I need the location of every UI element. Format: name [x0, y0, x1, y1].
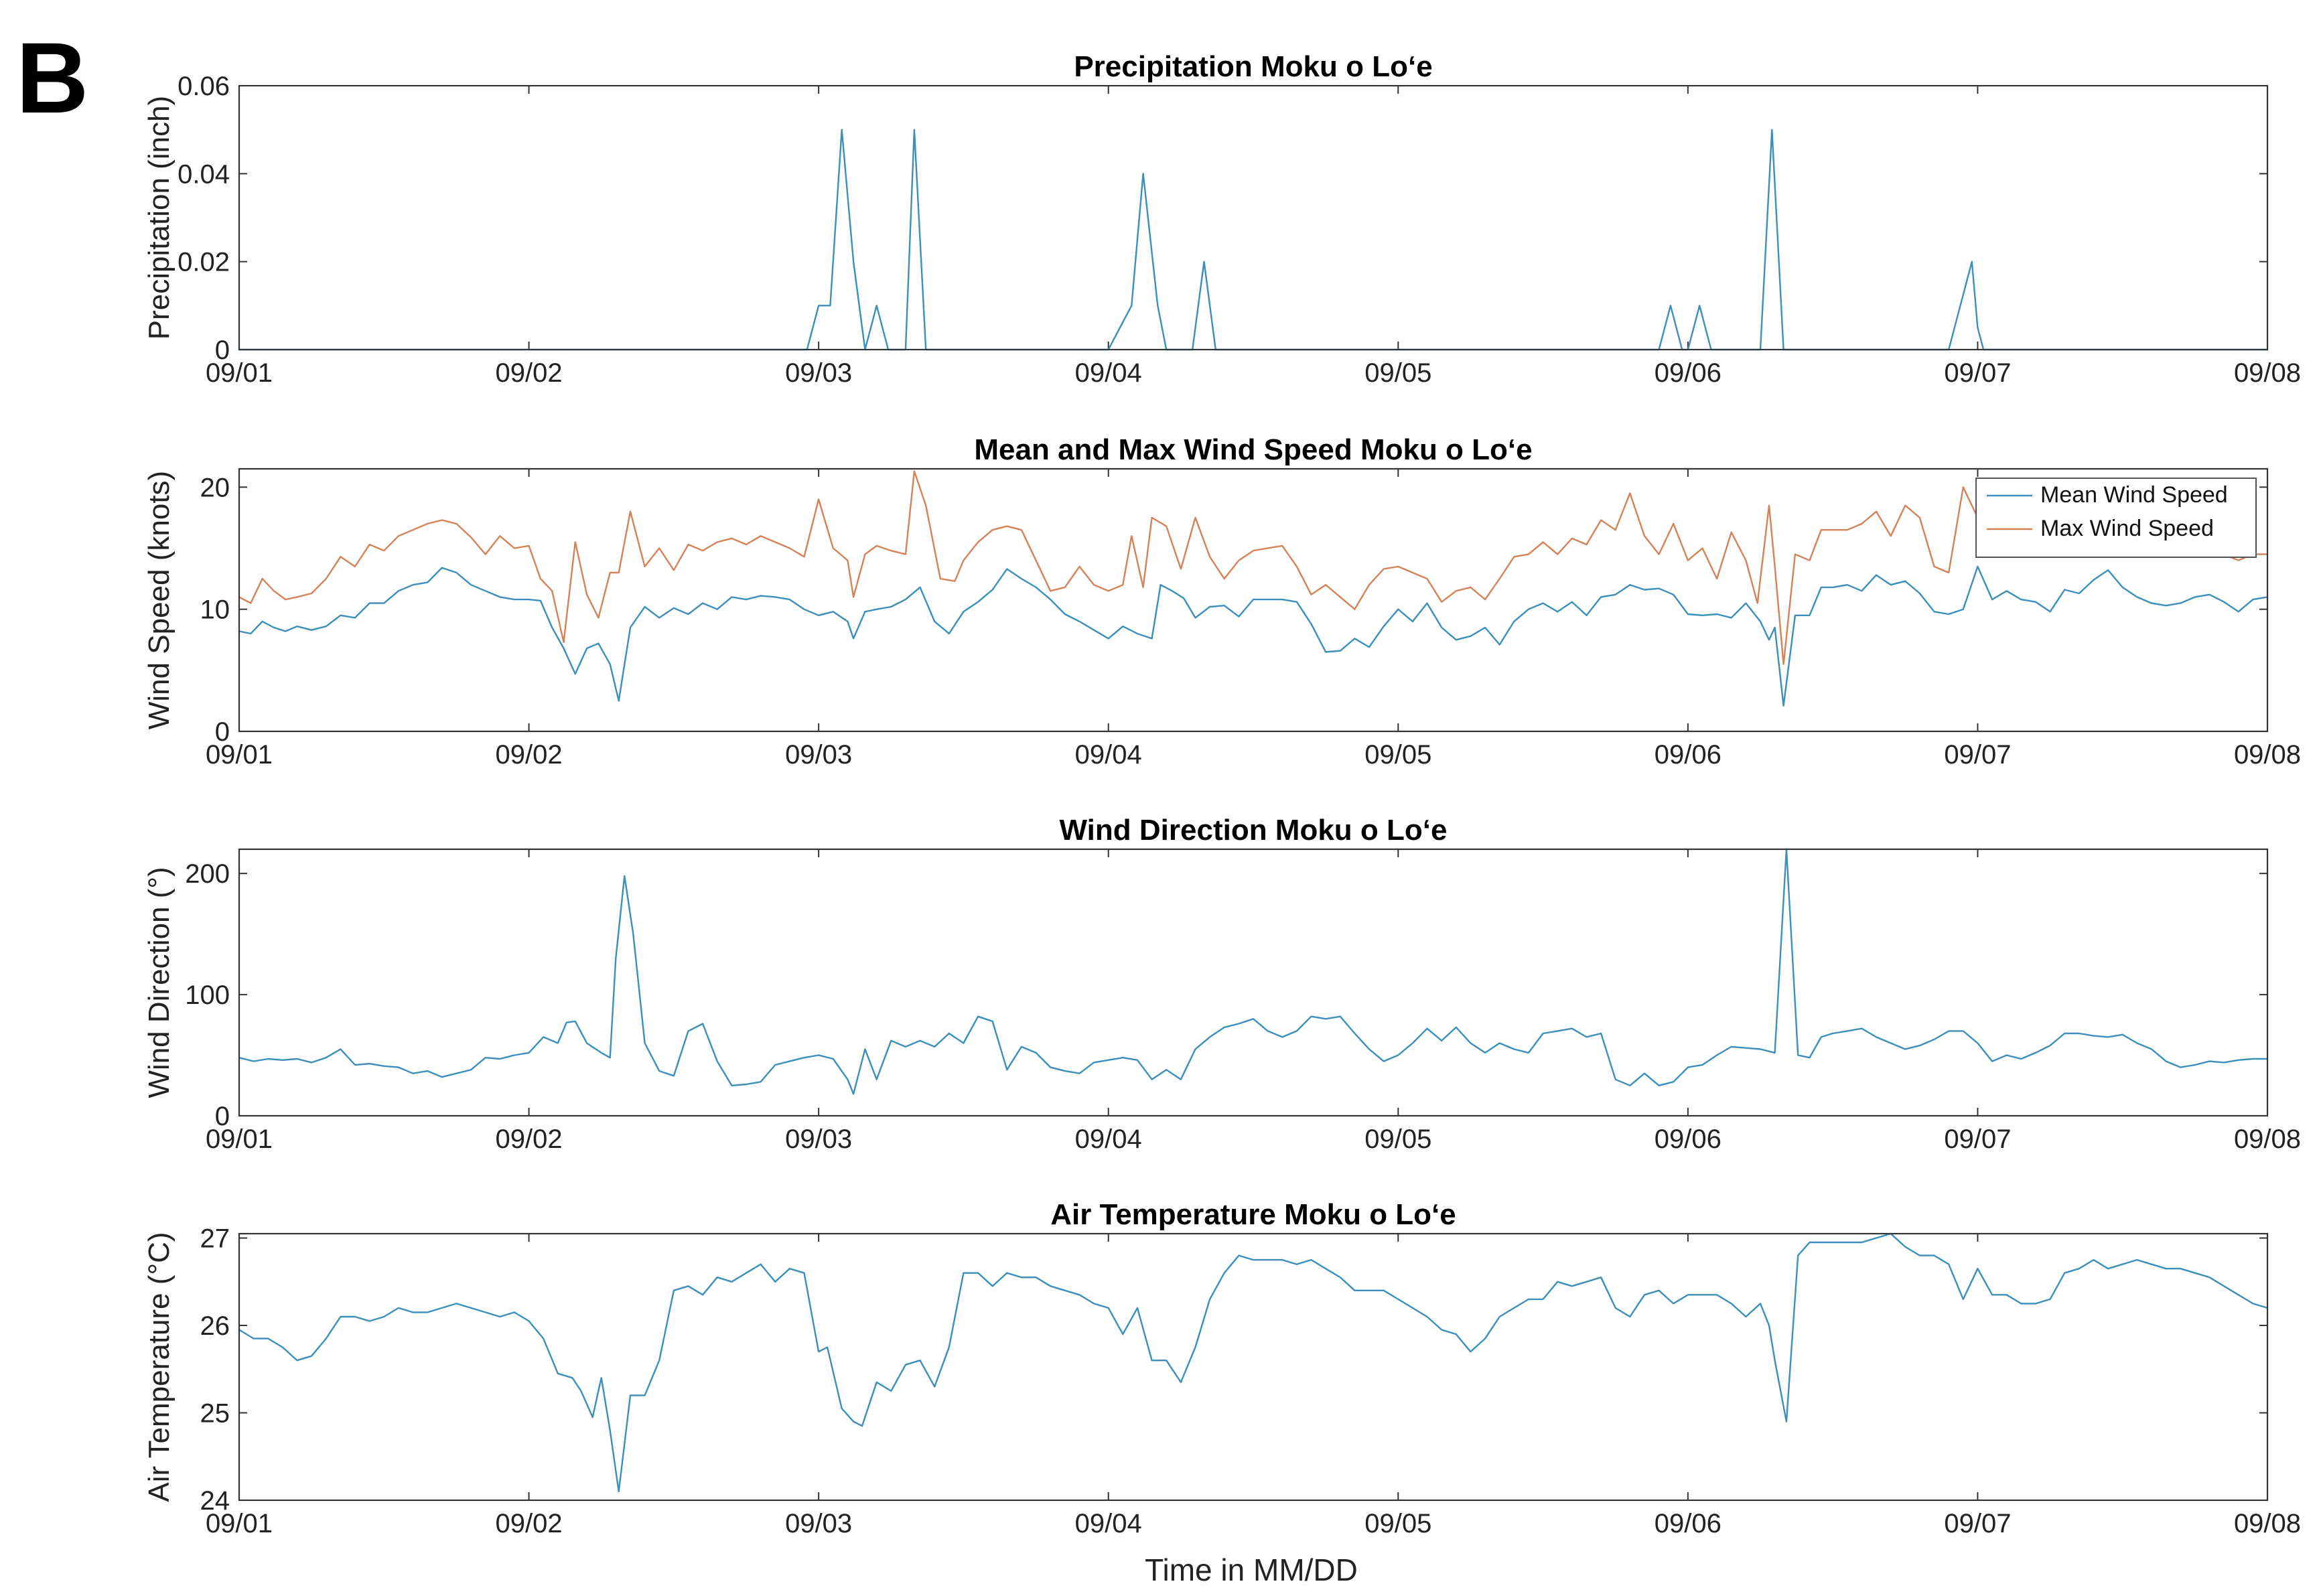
- x-tick-label: 09/07: [1944, 1509, 2011, 1538]
- x-tick-label: 09/07: [1944, 1125, 2011, 1154]
- wind-direction-chart: Wind Direction Moku o Lo‘e Wind Direction…: [143, 814, 2301, 1154]
- x-tick-label: 09/08: [2234, 1509, 2301, 1538]
- x-tick-label: 09/02: [496, 1509, 563, 1538]
- x-tick-label: 09/06: [1655, 740, 1722, 770]
- x-tick-label: 09/02: [496, 358, 563, 388]
- x-tick-label: 09/03: [785, 1509, 852, 1538]
- x-tick-label: 09/05: [1364, 1125, 1431, 1154]
- y-tick-label: 0.06: [178, 72, 230, 101]
- x-tick-label: 09/01: [206, 740, 273, 770]
- legend-entry: Max Wind Speed: [2040, 516, 2214, 541]
- x-tick-label: 09/06: [1655, 1509, 1722, 1538]
- y-tick-label: 24: [200, 1486, 230, 1516]
- series-line-1: [238, 1232, 2268, 1493]
- x-tick-label: 09/01: [206, 358, 273, 388]
- y-tick-label: 26: [200, 1311, 230, 1341]
- chart-title: Air Temperature Moku o Lo‘e: [1050, 1198, 1456, 1231]
- x-tick-label: 09/01: [206, 1509, 273, 1538]
- legend-entry: Mean Wind Speed: [2040, 482, 2228, 508]
- plot-frame: [238, 1232, 2269, 1502]
- y-tick-label: 0: [215, 336, 230, 365]
- x-tick-label: 09/06: [1655, 1125, 1722, 1154]
- x-tick-label: 09/03: [785, 1125, 852, 1154]
- y-tick-label: 0.04: [178, 159, 230, 189]
- chart-title: Wind Direction Moku o Lo‘e: [1060, 814, 1448, 847]
- x-tick-label: 09/05: [1364, 358, 1431, 388]
- y-tick-label: 0: [215, 717, 230, 747]
- x-tick-label: 09/07: [1944, 358, 2011, 388]
- precipitation-chart: Precipitation Moku o Lo‘e Precipitation (…: [143, 50, 2301, 388]
- y-tick-label: 27: [200, 1224, 230, 1254]
- x-tick-label: 09/08: [2234, 358, 2301, 388]
- series-line-1: [238, 848, 2267, 1095]
- air-temperature-chart: Air Temperature Moku o Lo‘e Air Temperatu…: [143, 1198, 2301, 1538]
- wind-speed-chart: Mean and Max Wind Speed Moku o Lo‘e Wind …: [143, 433, 2301, 770]
- x-tick-label: 09/05: [1364, 1509, 1431, 1538]
- y-tick-label: 100: [185, 981, 230, 1010]
- y-axis-label: Wind Direction (°): [143, 867, 175, 1098]
- x-tick-label: 09/02: [496, 1125, 563, 1154]
- x-tick-label: 09/02: [496, 740, 563, 770]
- x-tick-label: 09/03: [785, 740, 852, 770]
- series-line-2: [238, 470, 2267, 665]
- legend-box: [1975, 478, 2257, 558]
- y-tick-label: 20: [200, 473, 230, 502]
- x-axis-label: Time in MM/DD: [1145, 1552, 1358, 1587]
- x-tick-label: 09/01: [206, 1125, 273, 1154]
- series-line-1: [238, 565, 2268, 707]
- plot-frame: [238, 467, 2269, 733]
- y-axis-label: Wind Speed (knots): [143, 471, 175, 729]
- plot-frame: [238, 84, 2269, 351]
- y-tick-label: 200: [185, 859, 230, 889]
- chart-title: Precipitation Moku o Lo‘e: [1074, 50, 1432, 83]
- x-tick-label: 09/04: [1075, 358, 1142, 388]
- y-tick-label: 0.02: [178, 248, 230, 277]
- y-tick-label: 0: [215, 1102, 230, 1131]
- x-tick-label: 09/04: [1075, 740, 1142, 770]
- x-tick-label: 09/04: [1075, 1125, 1142, 1154]
- x-tick-label: 09/04: [1075, 1509, 1142, 1538]
- y-tick-label: 25: [200, 1399, 230, 1429]
- x-tick-label: 09/05: [1364, 740, 1431, 770]
- x-tick-label: 09/06: [1655, 358, 1722, 388]
- panel-letter: B: [16, 21, 89, 134]
- y-axis-label: Precipitation (inch): [143, 96, 175, 340]
- x-tick-label: 09/07: [1944, 740, 2011, 770]
- series-line-1: [239, 129, 2267, 351]
- x-tick-label: 09/08: [2234, 740, 2301, 770]
- x-tick-label: 09/03: [785, 358, 852, 388]
- legend: Mean Wind Speed Max Wind Speed: [1975, 478, 2257, 558]
- x-tick-label: 09/08: [2234, 1125, 2301, 1154]
- y-tick-label: 10: [200, 595, 230, 625]
- y-axis-label: Air Temperature (°C): [143, 1232, 175, 1502]
- plot-frame: [238, 848, 2269, 1117]
- chart-title: Mean and Max Wind Speed Moku o Lo‘e: [974, 433, 1532, 466]
